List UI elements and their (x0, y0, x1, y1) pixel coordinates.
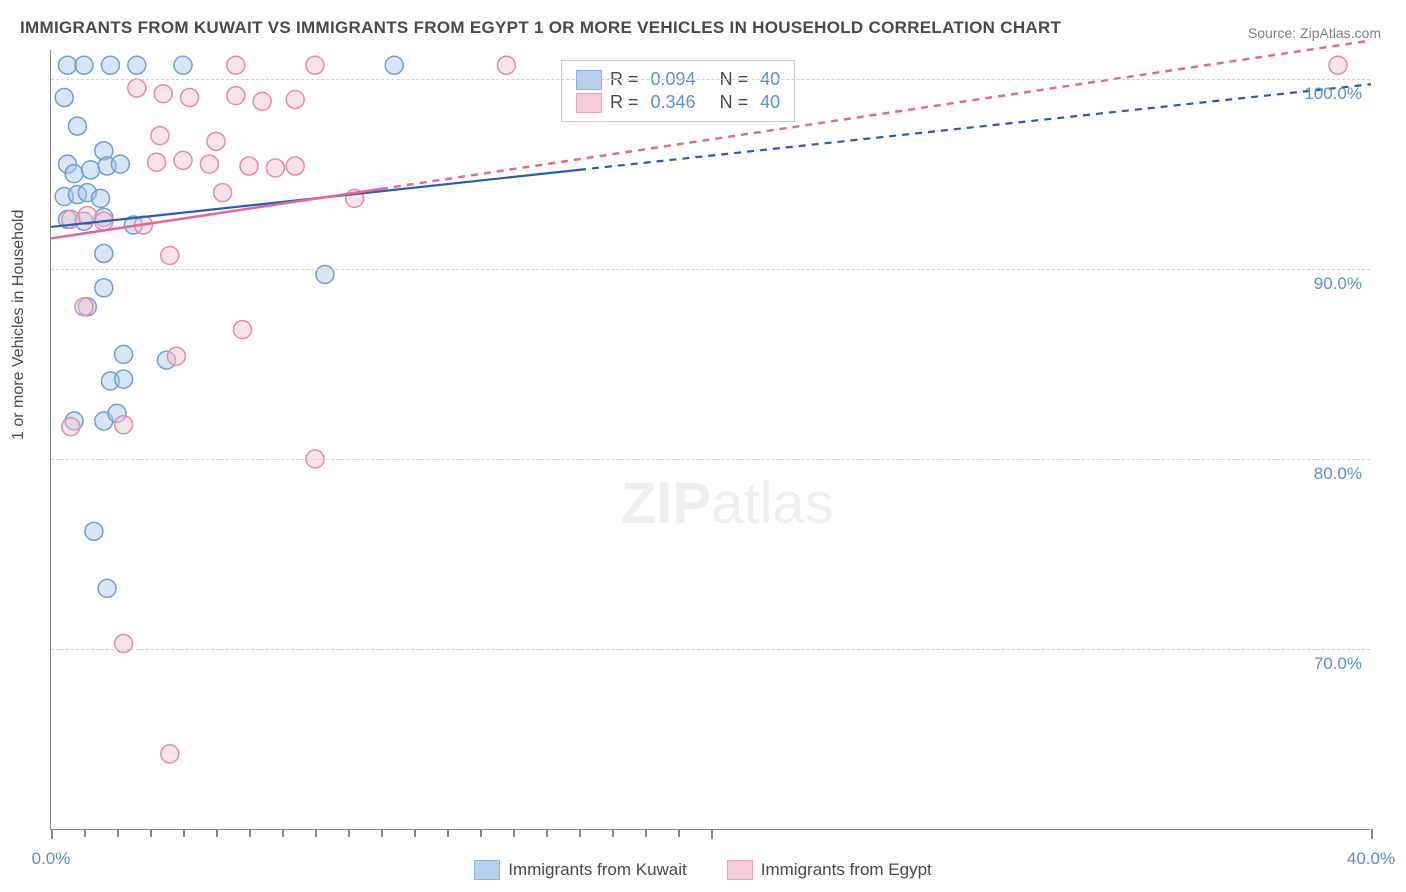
data-point (82, 161, 100, 179)
data-point (101, 56, 119, 74)
data-point (128, 56, 146, 74)
x-minor-tick (645, 829, 647, 837)
x-minor-tick (183, 829, 185, 837)
data-point (65, 165, 83, 183)
data-point (207, 132, 225, 150)
x-minor-tick (117, 829, 119, 837)
data-point (59, 56, 77, 74)
x-minor-tick (381, 829, 383, 837)
data-point (233, 321, 251, 339)
gridline-h (51, 459, 1370, 460)
source-attribution: Source: ZipAtlas.com (1248, 25, 1381, 41)
data-point (214, 184, 232, 202)
data-point (68, 117, 86, 135)
legend-r-label: R = (610, 92, 639, 113)
x-minor-tick (414, 829, 416, 837)
plot-area: ZIPatlas R =0.094N =40R =0.346N =40 70.0… (50, 50, 1370, 830)
x-minor-tick (150, 829, 152, 837)
x-minor-tick (447, 829, 449, 837)
x-minor-tick (513, 829, 515, 837)
data-point (115, 416, 133, 434)
x-minor-tick (579, 829, 581, 837)
x-tick (51, 829, 53, 839)
data-point (55, 89, 73, 107)
x-minor-tick (546, 829, 548, 837)
chart-title: IMMIGRANTS FROM KUWAIT VS IMMIGRANTS FRO… (20, 18, 1061, 38)
data-point (62, 418, 80, 436)
bottom-legend: Immigrants from Kuwait Immigrants from Eg… (0, 860, 1406, 880)
data-point (85, 522, 103, 540)
data-point (75, 56, 93, 74)
legend-swatch (474, 860, 500, 880)
x-minor-tick (216, 829, 218, 837)
x-tick (711, 829, 713, 839)
x-minor-tick (282, 829, 284, 837)
gridline-h (51, 79, 1370, 80)
data-point (98, 579, 116, 597)
x-minor-tick (249, 829, 251, 837)
data-point (115, 370, 133, 388)
x-minor-tick (315, 829, 317, 837)
data-point (181, 89, 199, 107)
data-point (385, 56, 403, 74)
y-tick-label: 90.0% (1314, 274, 1362, 294)
data-point (161, 745, 179, 763)
data-point (286, 90, 304, 108)
x-minor-tick (678, 829, 680, 837)
x-minor-tick (84, 829, 86, 837)
data-point (200, 155, 218, 173)
gridline-h (51, 269, 1370, 270)
data-point (95, 279, 113, 297)
data-point (151, 127, 169, 145)
data-point (174, 56, 192, 74)
x-minor-tick (480, 829, 482, 837)
y-tick-label: 70.0% (1314, 654, 1362, 674)
data-point (167, 347, 185, 365)
y-tick-label: 80.0% (1314, 464, 1362, 484)
data-point (154, 85, 172, 103)
series-name: Immigrants from Egypt (761, 860, 932, 880)
data-point (306, 56, 324, 74)
legend-n-label: N = (720, 92, 749, 113)
y-axis-label: 1 or more Vehicles in Household (10, 210, 28, 440)
data-point (253, 92, 271, 110)
x-minor-tick (348, 829, 350, 837)
data-point (266, 159, 284, 177)
data-point (240, 157, 258, 175)
data-point (227, 87, 245, 105)
data-point (128, 79, 146, 97)
legend-n-value: 40 (760, 92, 780, 113)
x-tick (1371, 829, 1373, 839)
data-point (174, 151, 192, 169)
data-point (1329, 56, 1347, 74)
legend-r-value: 0.346 (651, 92, 696, 113)
data-point (95, 245, 113, 263)
data-point (75, 298, 93, 316)
data-point (227, 56, 245, 74)
legend-swatch (576, 93, 602, 113)
data-point (161, 246, 179, 264)
data-point (148, 153, 166, 171)
legend-row: R = 0.346 N = 40 (576, 92, 780, 113)
x-minor-tick (612, 829, 614, 837)
data-point (115, 345, 133, 363)
data-point (92, 189, 110, 207)
chart-svg (51, 50, 1370, 829)
series-name: Immigrants from Kuwait (508, 860, 687, 880)
legend-swatch (727, 860, 753, 880)
y-tick-label: 100.0% (1304, 84, 1362, 104)
legend-box: R =0.094N =40R =0.346N =40 (561, 60, 795, 122)
bottom-legend-item: Immigrants from Egypt (727, 860, 932, 880)
data-point (497, 56, 515, 74)
data-point (111, 155, 129, 173)
gridline-h (51, 649, 1370, 650)
data-point (286, 157, 304, 175)
bottom-legend-item: Immigrants from Kuwait (474, 860, 687, 880)
